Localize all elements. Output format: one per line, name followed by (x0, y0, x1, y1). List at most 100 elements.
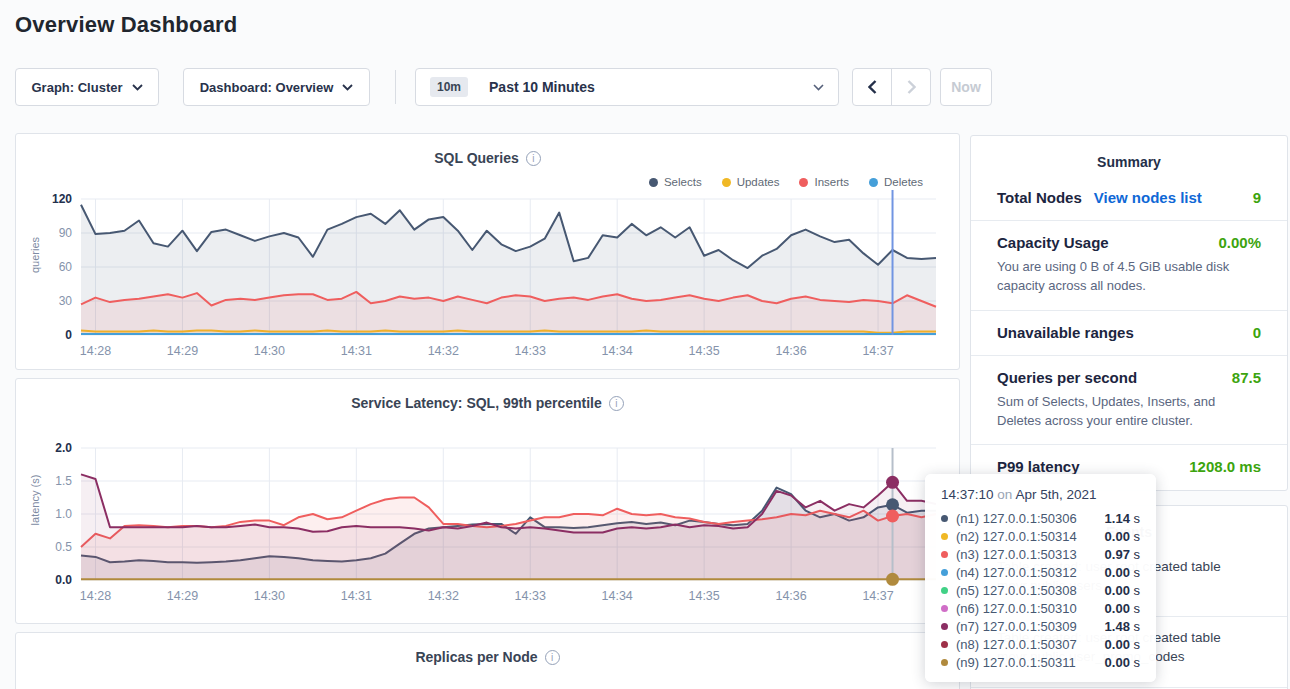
sql-queries-legend: Selects Updates Inserts Deletes (649, 176, 923, 188)
time-range-selector[interactable]: 10m Past 10 Minutes (415, 68, 839, 106)
svg-text:60: 60 (59, 260, 73, 274)
info-icon[interactable]: i (545, 650, 560, 665)
svg-text:14:28: 14:28 (80, 589, 111, 603)
chevron-down-icon (813, 84, 824, 91)
summary-item-queries-per-second: Queries per second 87.5 Sum of Selects, … (971, 356, 1287, 446)
graph-dropdown[interactable]: Graph: Cluster (15, 68, 159, 106)
svg-text:14:29: 14:29 (167, 589, 198, 603)
svg-text:14:31: 14:31 (341, 344, 372, 358)
prev-range-button[interactable] (853, 69, 892, 105)
tooltip-node-row: (n3) 127.0.0.1:503130.97 s (941, 545, 1140, 563)
series-color-dot (941, 569, 948, 576)
series-color-dot (941, 623, 948, 630)
info-icon[interactable]: i (609, 396, 624, 411)
summary-heading: Summary (971, 136, 1287, 176)
svg-text:90: 90 (59, 226, 73, 240)
chevron-down-icon (132, 84, 143, 91)
summary-value: 9 (1253, 189, 1261, 206)
svg-text:14:34: 14:34 (602, 589, 633, 603)
svg-text:1.0: 1.0 (55, 507, 72, 521)
svg-text:1.5: 1.5 (55, 474, 72, 488)
summary-value: 0 (1253, 324, 1261, 341)
tooltip-node-row: (n1) 127.0.0.1:503061.14 s (941, 509, 1140, 527)
summary-label: Queries per second (997, 369, 1137, 386)
svg-text:0.5: 0.5 (55, 540, 72, 554)
svg-text:14:35: 14:35 (688, 589, 719, 603)
svg-text:30: 30 (59, 294, 73, 308)
svg-text:14:32: 14:32 (428, 344, 459, 358)
replicas-per-node-title: Replicas per Node i (16, 633, 959, 665)
page-title: Overview Dashboard (15, 12, 237, 38)
next-range-button[interactable] (892, 69, 930, 105)
series-color-dot (941, 533, 948, 540)
legend-item: Inserts (799, 176, 849, 188)
summary-item-unavailable-ranges: Unavailable ranges 0 (971, 311, 1287, 356)
svg-text:0.0: 0.0 (55, 573, 72, 587)
summary-label: Capacity Usage (997, 234, 1109, 251)
legend-dot (869, 178, 878, 187)
summary-description: You are using 0 B of 4.5 GiB usable disk… (997, 258, 1261, 296)
now-button[interactable]: Now (940, 68, 992, 106)
dashboard-dropdown[interactable]: Dashboard: Overview (183, 68, 370, 106)
summary-value: 1208.0 ms (1189, 458, 1261, 475)
info-icon[interactable]: i (526, 151, 541, 166)
series-color-dot (941, 659, 948, 666)
view-nodes-list-link[interactable]: View nodes list (1094, 189, 1202, 206)
series-color-dot (941, 605, 948, 612)
legend-dot (649, 178, 658, 187)
sql-queries-title: SQL Queries i (16, 134, 959, 166)
legend-item: Selects (649, 176, 702, 188)
summary-label: Total Nodes (997, 189, 1082, 206)
svg-text:14:37: 14:37 (862, 589, 893, 603)
time-step-buttons (852, 68, 931, 106)
svg-text:14:36: 14:36 (775, 589, 806, 603)
tooltip-node-row: (n4) 127.0.0.1:503120.00 s (941, 563, 1140, 581)
summary-item-total-nodes: Total Nodes View nodes list 9 (971, 176, 1287, 221)
svg-text:14:28: 14:28 (80, 344, 111, 358)
svg-text:120: 120 (52, 192, 72, 206)
summary-description: Sum of Selects, Updates, Inserts, and De… (997, 393, 1261, 431)
tooltip-node-row: (n7) 127.0.0.1:503091.48 s (941, 617, 1140, 635)
svg-text:14:31: 14:31 (341, 589, 372, 603)
legend-item: Deletes (869, 176, 923, 188)
svg-text:14:36: 14:36 (775, 344, 806, 358)
tooltip-node-row: (n8) 127.0.0.1:503070.00 s (941, 635, 1140, 653)
sql-queries-panel: SQL Queries i Selects Updates Inserts De… (15, 133, 960, 370)
summary-item-capacity-usage: Capacity Usage 0.00% You are using 0 B o… (971, 221, 1287, 311)
replicas-per-node-panel: Replicas per Node i (15, 632, 960, 689)
svg-text:14:34: 14:34 (602, 344, 633, 358)
time-range-label: Past 10 Minutes (489, 79, 595, 95)
summary-panel: Summary Total Nodes View nodes list 9 Ca… (970, 135, 1288, 491)
tooltip-timestamp: 14:37:10 on Apr 5th, 2021 (941, 487, 1140, 502)
toolbar-divider (395, 70, 396, 104)
tooltip-node-row: (n2) 127.0.0.1:503140.00 s (941, 527, 1140, 545)
service-latency-chart-canvas[interactable]: 14:28 14:29 14:30 14:31 14:32 14:33 14:34 14:35… (16, 435, 957, 613)
dashboard-dropdown-label: Dashboard: Overview (200, 80, 334, 95)
svg-text:2.0: 2.0 (55, 441, 72, 455)
time-range-badge: 10m (430, 77, 468, 97)
svg-text:14:33: 14:33 (515, 589, 546, 603)
legend-dot (799, 178, 808, 187)
chevron-down-icon (342, 84, 353, 91)
svg-text:14:37: 14:37 (862, 344, 893, 358)
legend-item: Updates (722, 176, 780, 188)
summary-value: 87.5 (1232, 369, 1261, 386)
svg-text:14:29: 14:29 (167, 344, 198, 358)
tooltip-node-row: (n5) 127.0.0.1:503080.00 s (941, 581, 1140, 599)
svg-text:14:32: 14:32 (428, 589, 459, 603)
series-color-dot (941, 515, 948, 522)
chart-hover-tooltip: 14:37:10 on Apr 5th, 2021 (n1) 127.0.0.1… (925, 474, 1156, 682)
sql-queries-chart-canvas[interactable]: 14:2814:2914:3014:3114:3214:3314:3414:35… (16, 190, 957, 368)
summary-value: 0.00% (1218, 234, 1261, 251)
legend-dot (722, 178, 731, 187)
series-color-dot (941, 641, 948, 648)
tooltip-node-row: (n6) 127.0.0.1:503100.00 s (941, 599, 1140, 617)
series-color-dot (941, 551, 948, 558)
series-color-dot (941, 587, 948, 594)
svg-text:14:35: 14:35 (688, 344, 719, 358)
service-latency-panel: Service Latency: SQL, 99th percentile i … (15, 378, 960, 624)
service-latency-title: Service Latency: SQL, 99th percentile i (16, 379, 959, 411)
svg-text:0: 0 (65, 328, 72, 342)
svg-text:14:30: 14:30 (254, 589, 285, 603)
graph-dropdown-label: Graph: Cluster (31, 80, 122, 95)
